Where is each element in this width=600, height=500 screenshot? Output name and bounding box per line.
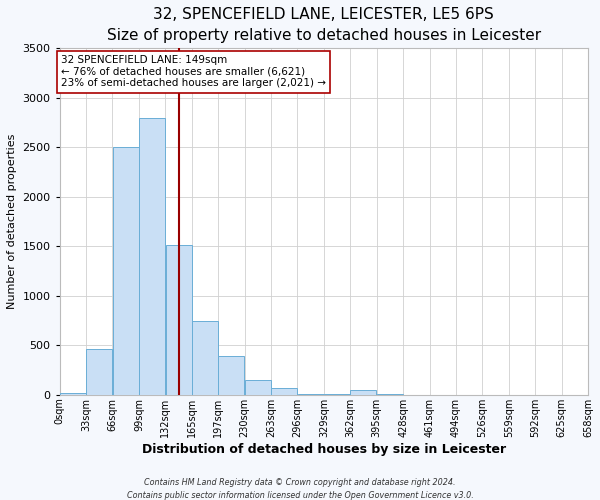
Text: Contains HM Land Registry data © Crown copyright and database right 2024.
Contai: Contains HM Land Registry data © Crown c… [127,478,473,500]
Bar [113,148,139,395]
X-axis label: Distribution of detached houses by size in Leicester: Distribution of detached houses by size … [142,442,506,456]
Bar [218,356,244,395]
Bar [350,390,376,395]
Y-axis label: Number of detached properties: Number of detached properties [7,134,17,309]
Bar [271,388,297,395]
Title: 32, SPENCEFIELD LANE, LEICESTER, LE5 6PS
Size of property relative to detached h: 32, SPENCEFIELD LANE, LEICESTER, LE5 6PS… [107,7,541,43]
Bar [192,320,218,395]
Text: 32 SPENCEFIELD LANE: 149sqm
← 76% of detached houses are smaller (6,621)
23% of : 32 SPENCEFIELD LANE: 149sqm ← 76% of det… [61,55,326,88]
Bar [166,246,191,395]
Bar [139,118,165,395]
Bar [86,350,112,395]
Bar [298,394,323,395]
Bar [60,393,86,395]
Bar [245,380,271,395]
